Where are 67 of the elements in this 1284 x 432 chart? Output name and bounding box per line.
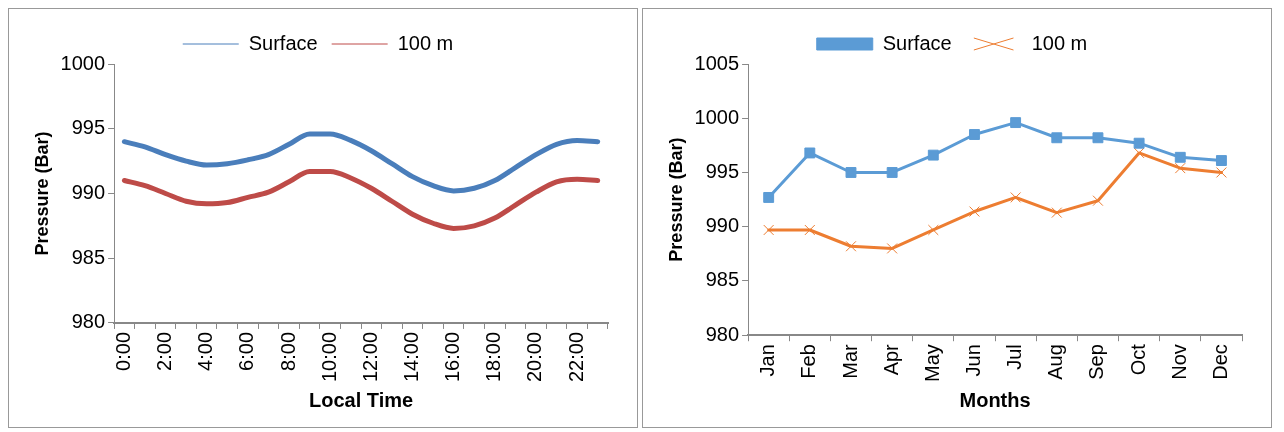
point [886, 242, 898, 254]
x-tick-label: 22:00 [564, 331, 587, 382]
x-tick-label: 12:00 [358, 331, 381, 382]
legend-label: 100 m [397, 31, 454, 54]
x-tick-label: Dec [1208, 343, 1231, 380]
point [927, 224, 939, 235]
legend-label: Surface [882, 31, 952, 54]
x-tick-label: 14:00 [400, 331, 423, 382]
point [1215, 154, 1227, 166]
x-tick-label: 18:00 [482, 331, 505, 382]
point [927, 149, 939, 161]
point [1174, 151, 1186, 163]
point [1051, 206, 1063, 218]
legend-label: Surface [248, 31, 318, 54]
x-tick-label: 0:00 [111, 331, 134, 371]
y-tick-label: 1000 [60, 51, 106, 74]
x-tick-label: Jan [756, 343, 779, 376]
x-tick-label: 4:00 [194, 331, 217, 371]
y-tick-label: 980 [705, 322, 740, 345]
x-tick-label: Feb [797, 343, 820, 379]
point [1010, 116, 1022, 128]
y-tick-label: 985 [71, 245, 106, 268]
point [804, 224, 816, 235]
point [1092, 131, 1104, 143]
point [1133, 137, 1145, 149]
x-tick-label: Sep [1085, 343, 1108, 380]
y-tick-label: 980 [71, 309, 106, 332]
y-axis-title: Pressure (Bar) [31, 130, 52, 256]
y-tick-label: 985 [705, 267, 740, 290]
y-tick-label: 990 [71, 180, 106, 203]
legend-label: 100 m [1031, 31, 1088, 54]
point [845, 166, 857, 178]
x-tick-label: 20:00 [523, 331, 546, 382]
point [804, 147, 816, 158]
y-tick-label: 1005 [694, 51, 740, 74]
point [969, 128, 980, 140]
x-axis-title: Local Time [308, 388, 414, 411]
x-tick-label: Aug [1044, 343, 1067, 380]
x-tick-label: Nov [1167, 343, 1190, 380]
x-tick-label: 2:00 [153, 331, 176, 371]
x-tick-label: Apr [879, 343, 902, 375]
x-tick-label: Jul [1003, 343, 1026, 370]
y-tick-label: 990 [705, 213, 740, 236]
x-tick-label: Jun [961, 343, 984, 376]
point [763, 224, 775, 235]
y-axis-title: Pressure (Bar) [665, 137, 686, 262]
x-tick-label: 16:00 [441, 331, 464, 382]
x-tick-label: 8:00 [276, 331, 299, 371]
y-tick-label: 995 [71, 115, 106, 138]
point [1133, 147, 1145, 158]
point [1051, 131, 1063, 143]
point [763, 191, 775, 203]
x-tick-label: Mar [838, 343, 861, 379]
x-tick-label: May [920, 343, 943, 382]
y-tick-label: 995 [705, 159, 740, 182]
x-tick-label: Oct [1126, 343, 1149, 375]
point [1174, 162, 1186, 174]
x-tick-label: 6:00 [235, 331, 258, 371]
point [845, 240, 857, 252]
point [1092, 194, 1104, 206]
x-tick-label: 10:00 [317, 331, 340, 382]
point [969, 205, 980, 217]
point [886, 166, 898, 178]
point [1215, 166, 1227, 178]
y-tick-label: 1000 [694, 105, 740, 128]
x-axis-title: Months [959, 388, 1031, 411]
point [1010, 191, 1022, 203]
